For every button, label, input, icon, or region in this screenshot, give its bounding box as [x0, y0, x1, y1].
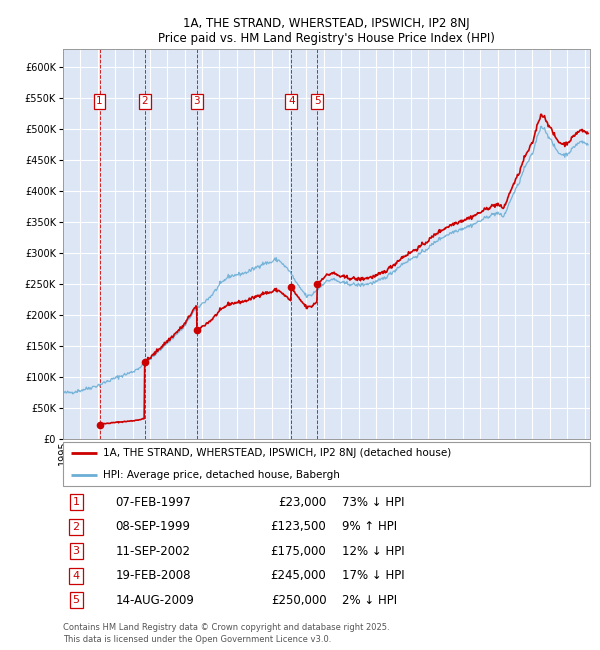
- Text: HPI: Average price, detached house, Babergh: HPI: Average price, detached house, Babe…: [103, 470, 340, 480]
- Text: 4: 4: [288, 96, 295, 107]
- Text: £123,500: £123,500: [271, 520, 326, 533]
- Text: 4: 4: [73, 571, 80, 580]
- Text: 2: 2: [142, 96, 148, 107]
- Text: £175,000: £175,000: [271, 545, 326, 558]
- Text: 5: 5: [314, 96, 320, 107]
- Text: 1: 1: [73, 497, 80, 507]
- Text: 19-FEB-2008: 19-FEB-2008: [116, 569, 191, 582]
- Text: 17% ↓ HPI: 17% ↓ HPI: [342, 569, 405, 582]
- Text: 9% ↑ HPI: 9% ↑ HPI: [342, 520, 397, 533]
- Text: £250,000: £250,000: [271, 593, 326, 606]
- Text: 3: 3: [194, 96, 200, 107]
- Text: £23,000: £23,000: [278, 496, 326, 509]
- Text: 2% ↓ HPI: 2% ↓ HPI: [342, 593, 397, 606]
- Text: 1: 1: [96, 96, 103, 107]
- Text: 14-AUG-2009: 14-AUG-2009: [116, 593, 194, 606]
- Text: 5: 5: [73, 595, 80, 605]
- Title: 1A, THE STRAND, WHERSTEAD, IPSWICH, IP2 8NJ
Price paid vs. HM Land Registry's Ho: 1A, THE STRAND, WHERSTEAD, IPSWICH, IP2 …: [158, 17, 495, 45]
- Text: Contains HM Land Registry data © Crown copyright and database right 2025.
This d: Contains HM Land Registry data © Crown c…: [63, 623, 389, 644]
- Text: 73% ↓ HPI: 73% ↓ HPI: [342, 496, 405, 509]
- Text: 2: 2: [73, 522, 80, 532]
- Text: 12% ↓ HPI: 12% ↓ HPI: [342, 545, 405, 558]
- Text: 08-SEP-1999: 08-SEP-1999: [116, 520, 191, 533]
- FancyBboxPatch shape: [63, 442, 590, 486]
- Text: 3: 3: [73, 546, 80, 556]
- Text: 11-SEP-2002: 11-SEP-2002: [116, 545, 191, 558]
- Text: £245,000: £245,000: [271, 569, 326, 582]
- Text: 1A, THE STRAND, WHERSTEAD, IPSWICH, IP2 8NJ (detached house): 1A, THE STRAND, WHERSTEAD, IPSWICH, IP2 …: [103, 448, 451, 458]
- Text: 07-FEB-1997: 07-FEB-1997: [116, 496, 191, 509]
